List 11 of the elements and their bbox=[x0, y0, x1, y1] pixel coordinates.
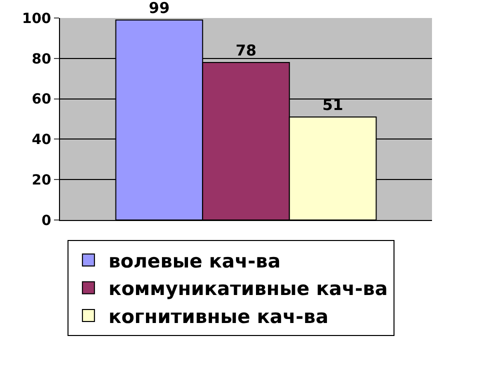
y-tick-label: 0 bbox=[41, 212, 52, 229]
data-label: 78 bbox=[236, 41, 256, 60]
data-label: 99 bbox=[148, 0, 170, 18]
y-tick-label: 80 bbox=[32, 51, 52, 68]
y-tick-label: 100 bbox=[22, 10, 52, 27]
legend-label: коммуникативные кач-ва bbox=[108, 278, 388, 300]
y-tick-label: 40 bbox=[32, 132, 52, 148]
legend-label: когнитивные кач-ва bbox=[108, 306, 328, 328]
legend-label: волевые кач-ва bbox=[108, 250, 281, 272]
y-tick-label: 20 bbox=[32, 172, 52, 188]
y-tick-label: 60 bbox=[32, 92, 52, 108]
